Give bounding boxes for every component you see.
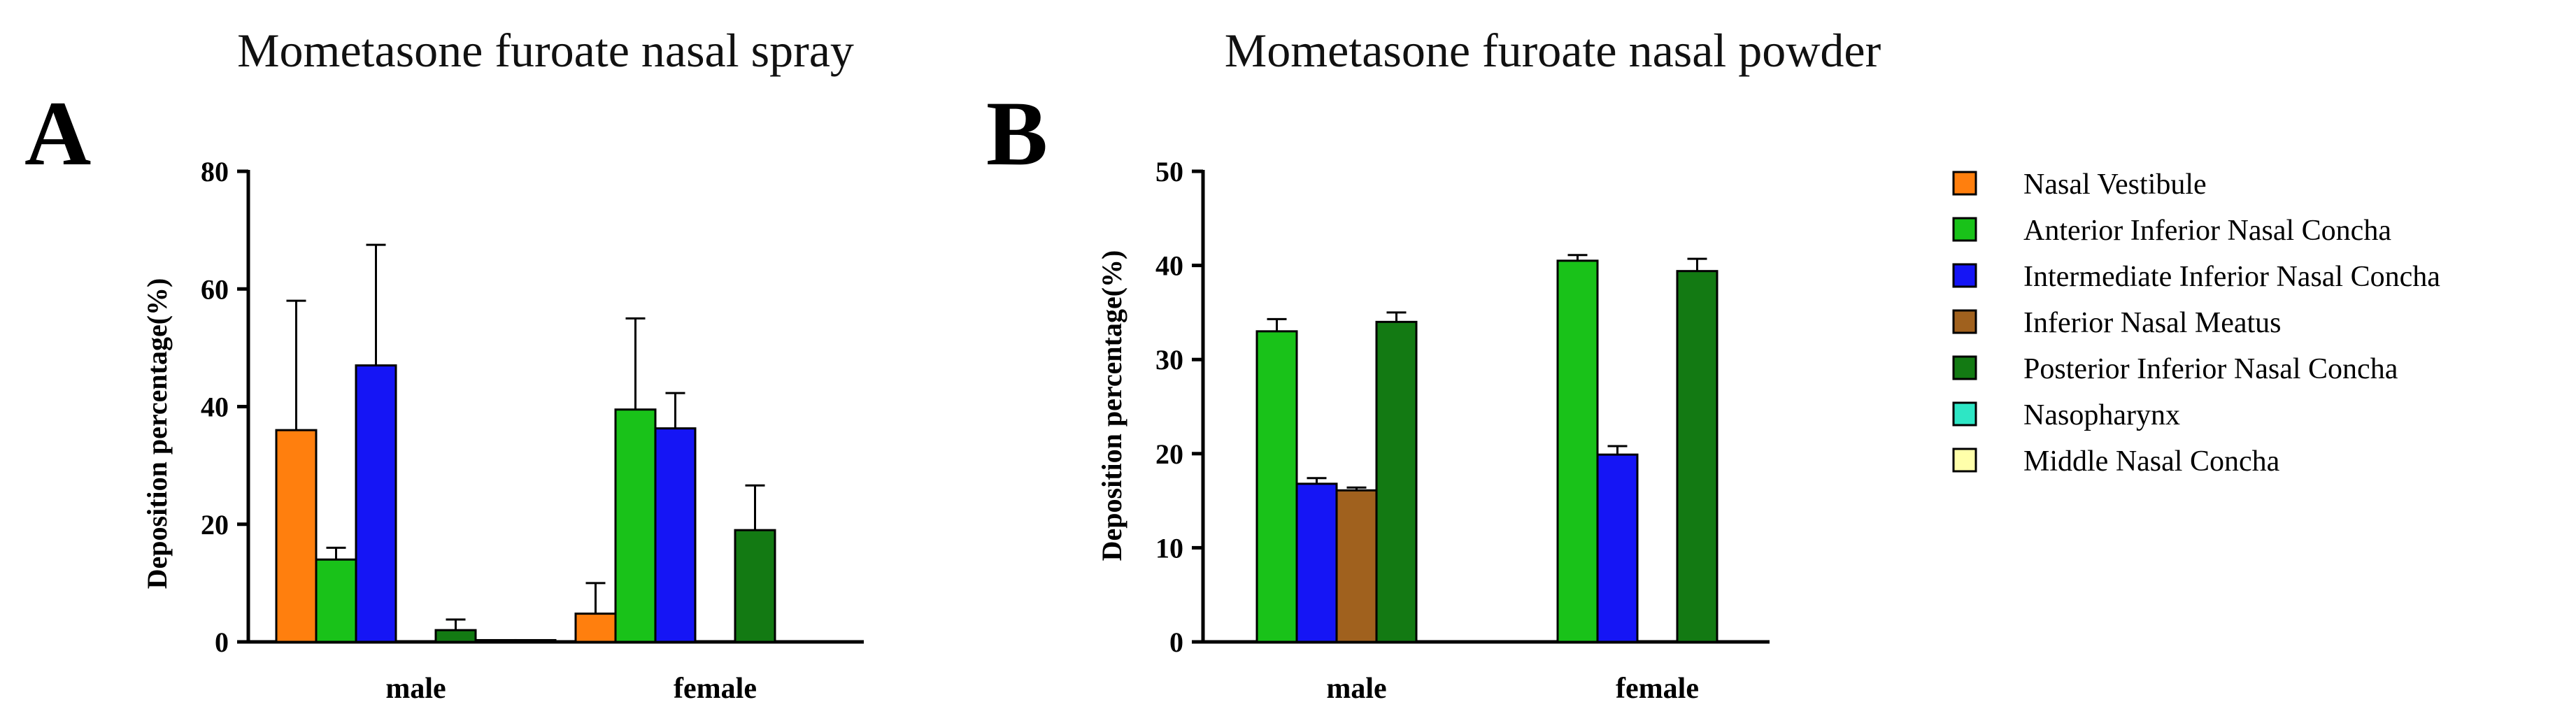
legend-swatch xyxy=(1952,171,1977,196)
panel-a: Mometasone furoate nasal spray A Deposit… xyxy=(24,24,864,705)
panel-b-y-tick-label: 0 xyxy=(1169,627,1183,658)
panel-a-bar xyxy=(434,629,477,643)
legend-swatch xyxy=(1952,401,1977,427)
legend: Nasal Vestibule Anterior Inferior Nasal C… xyxy=(1952,169,2440,478)
panel-b-bar xyxy=(1335,489,1378,643)
panel-b-bar xyxy=(1596,453,1639,643)
panel-a-letter: A xyxy=(24,82,91,185)
panel-b-letter: B xyxy=(986,82,1048,185)
panel-b-y-tick-label: 10 xyxy=(1155,532,1183,564)
panel-a-y-tick-label: 60 xyxy=(201,273,229,305)
panel-a-bar xyxy=(514,638,557,643)
panel-b-bar xyxy=(1556,259,1599,643)
panel-b-y-tick-label: 50 xyxy=(1155,156,1183,187)
panel-a-bar xyxy=(734,529,776,643)
panel-b-bar xyxy=(1375,320,1418,643)
panel-a-bar xyxy=(574,613,617,643)
panel-b: Mometasone furoate nasal powder B Deposi… xyxy=(986,24,1881,705)
legend-label: Posterior Inferior Nasal Concha xyxy=(2023,353,2398,385)
legend-swatch xyxy=(1952,217,1977,242)
panel-a-bar xyxy=(614,408,657,643)
legend-swatch xyxy=(1952,309,1977,334)
panel-a-bar xyxy=(315,558,357,643)
panel-b-plot: 0 10 20 30 40 50 male female xyxy=(1155,156,1770,705)
panel-a-plot: 0 20 40 60 80 male female xyxy=(201,156,864,705)
legend-label: Nasopharynx xyxy=(2023,399,2180,431)
panel-b-y-tick-label: 30 xyxy=(1155,344,1183,375)
panel-a-y-tick-label: 40 xyxy=(201,392,229,423)
panel-a-bar xyxy=(654,427,697,643)
panel-a-bar xyxy=(355,364,397,643)
legend-label: Anterior Inferior Nasal Concha xyxy=(2023,215,2391,247)
panel-b-category-label: male xyxy=(1326,673,1386,705)
panel-a-category-label: female xyxy=(674,673,757,705)
panel-b-y-tick-label: 20 xyxy=(1155,438,1183,470)
legend-swatch xyxy=(1952,355,1977,380)
panel-a-title: Mometasone furoate nasal spray xyxy=(237,24,854,77)
panel-a-y-tick-label: 80 xyxy=(201,156,229,187)
panel-b-bar xyxy=(1255,330,1298,643)
panel-a-bar xyxy=(275,429,318,643)
legend-label: Intermediate Inferior Nasal Concha xyxy=(2023,261,2440,293)
panel-b-bar xyxy=(1676,270,1718,643)
panel-b-bar xyxy=(1295,482,1338,643)
panel-b-category-label: female xyxy=(1616,673,1699,705)
panel-b-y-tick-label: 40 xyxy=(1155,250,1183,282)
panel-a-y-axis-title: Deposition percentage(%) xyxy=(141,278,173,589)
panel-a-bar xyxy=(474,638,517,643)
panel-a-y-tick-label: 0 xyxy=(215,627,229,658)
panel-b-title: Mometasone furoate nasal powder xyxy=(1225,24,1881,77)
legend-swatch xyxy=(1952,263,1977,288)
panel-a-y-tick-label: 20 xyxy=(201,509,229,541)
legend-swatch xyxy=(1952,448,1977,473)
legend-label: Middle Nasal Concha xyxy=(2023,445,2280,478)
legend-label: Nasal Vestibule xyxy=(2023,169,2207,201)
panel-a-category-label: male xyxy=(385,673,446,705)
panel-b-y-axis-title: Deposition percentage(%) xyxy=(1096,250,1127,561)
legend-label: Inferior Nasal Meatus xyxy=(2023,307,2282,339)
